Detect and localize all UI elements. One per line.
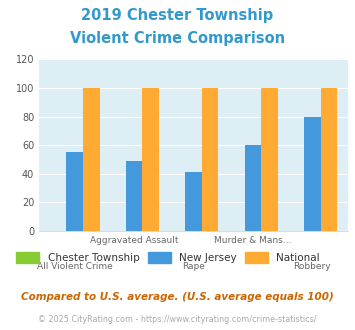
Bar: [185, 172, 202, 231]
Bar: [126, 161, 142, 231]
Text: Rape: Rape: [182, 262, 205, 271]
Bar: [66, 152, 83, 231]
Bar: [202, 88, 218, 231]
Bar: [83, 88, 100, 231]
Text: 2019 Chester Township: 2019 Chester Township: [81, 8, 274, 23]
Bar: [142, 88, 159, 231]
Bar: [304, 116, 321, 231]
Bar: [321, 88, 337, 231]
Legend: Chester Township, New Jersey, National: Chester Township, New Jersey, National: [12, 248, 324, 267]
Bar: [245, 145, 261, 231]
Text: Violent Crime Comparison: Violent Crime Comparison: [70, 31, 285, 46]
Text: All Violent Crime: All Violent Crime: [37, 262, 113, 271]
Text: © 2025 CityRating.com - https://www.cityrating.com/crime-statistics/: © 2025 CityRating.com - https://www.city…: [38, 315, 317, 324]
Text: Compared to U.S. average. (U.S. average equals 100): Compared to U.S. average. (U.S. average …: [21, 292, 334, 302]
Text: Robbery: Robbery: [294, 262, 331, 271]
Bar: [261, 88, 278, 231]
